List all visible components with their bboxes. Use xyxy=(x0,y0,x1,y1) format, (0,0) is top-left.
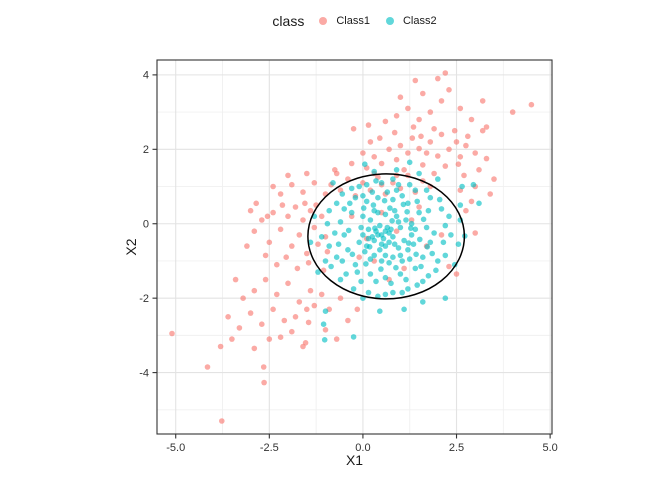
legend-item-class2: Class2 xyxy=(385,15,437,27)
class2-dot-icon xyxy=(385,17,394,25)
y-tick-label: -4 xyxy=(139,367,149,379)
y-tick-labels: -4 -2 0 2 4 xyxy=(139,70,149,380)
x-tick-labels: -5.0 -2.5 0.0 2.5 5.0 xyxy=(166,442,558,454)
gridlines-major xyxy=(157,60,552,434)
legend-label-class2: Class2 xyxy=(402,15,437,27)
x-tick-label: 5.0 xyxy=(542,442,557,454)
y-axis-title: X2 xyxy=(123,238,139,256)
y-tick-label: 0 xyxy=(143,219,149,231)
panel-background xyxy=(157,60,552,434)
legend-item-class1: Class1 xyxy=(319,15,370,27)
points-class2 xyxy=(307,159,482,343)
y-tick-label: 2 xyxy=(143,144,149,156)
x-tick-label: 2.5 xyxy=(449,442,464,454)
x-tick-label: -2.5 xyxy=(260,442,279,454)
y-tick-label: 4 xyxy=(143,70,149,82)
x-tick-label: 0.0 xyxy=(355,442,370,454)
legend-label-class1: Class1 xyxy=(336,15,370,27)
x-axis-title: X1 xyxy=(345,452,364,468)
y-tick-label: -2 xyxy=(139,293,149,305)
x-tick-label: -5.0 xyxy=(166,442,185,454)
axis-ticks xyxy=(152,74,551,439)
points-class1 xyxy=(169,70,535,424)
class1-dot-icon xyxy=(319,17,328,25)
legend: class Class1 Class2 xyxy=(157,13,552,29)
panel-border xyxy=(156,59,553,435)
legend-title: class xyxy=(272,13,305,29)
stat-ellipse xyxy=(307,173,466,300)
